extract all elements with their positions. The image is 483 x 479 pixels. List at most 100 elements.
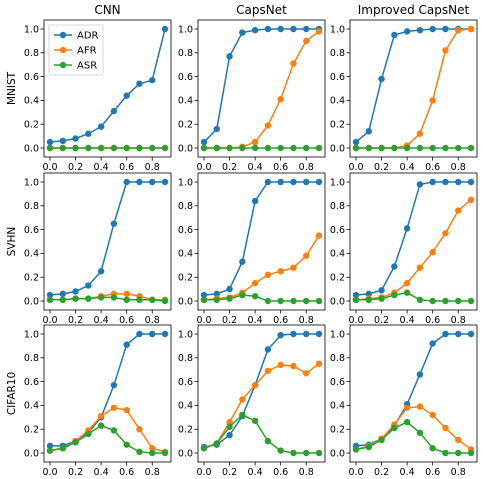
data-point-adr-capsnet-mnist [213, 125, 220, 133]
data-point-adr-capsnet-mnist [277, 25, 284, 33]
x-tick-label-improved-capsnet-svhn: 0.6 [425, 315, 440, 326]
data-point-afr-improved-capsnet-cifar10 [403, 404, 411, 411]
data-point-adr-improved-capsnet-cifar10 [442, 330, 449, 338]
data-point-adr-cnn-cifar10 [123, 341, 130, 348]
y-tick-label-improved-capsnet-svhn: 0.0 [330, 296, 345, 307]
y-tick-label-capsnet-svhn: 0.0 [178, 296, 193, 307]
data-point-afr-capsnet-mnist [303, 37, 310, 45]
legend-label-adr: ADR [77, 31, 99, 42]
y-tick-label-cnn-cifar10: 0.8 [24, 353, 39, 364]
y-tick-label-improved-capsnet-cifar10: 0.0 [330, 448, 345, 459]
data-point-asr-capsnet-cifar10 [239, 411, 246, 419]
data-point-afr-capsnet-svhn [251, 279, 259, 287]
data-point-adr-improved-capsnet-svhn [365, 290, 372, 298]
data-point-asr-cnn-cifar10 [161, 449, 169, 457]
data-point-asr-improved-capsnet-mnist [365, 144, 372, 152]
data-point-adr-improved-capsnet-mnist [352, 138, 360, 146]
x-tick-label-improved-capsnet-svhn: 0.8 [451, 315, 466, 326]
x-tick-label-improved-capsnet-mnist: 0.4 [400, 162, 415, 173]
data-point-afr-cnn-cifar10 [123, 406, 130, 414]
data-point-afr-capsnet-cifar10 [290, 362, 297, 370]
data-point-asr-cnn-svhn [72, 295, 79, 302]
data-point-adr-capsnet-svhn [213, 290, 220, 298]
y-tick-label-capsnet-svhn: 1.0 [178, 177, 193, 188]
data-point-afr-capsnet-svhn [277, 268, 284, 275]
row-label-cifar10: CIFAR10 [6, 372, 18, 415]
data-point-adr-cnn-mnist [97, 123, 105, 130]
x-tick-label-capsnet-svhn: 0.8 [299, 315, 314, 326]
data-point-adr-improved-capsnet-svhn [378, 287, 385, 294]
y-tick-label-improved-capsnet-mnist: 0.6 [330, 72, 345, 83]
data-point-asr-improved-capsnet-svhn [378, 295, 385, 302]
y-tick-label-capsnet-svhn: 0.4 [178, 249, 193, 260]
y-tick-label-improved-capsnet-svhn: 0.6 [330, 225, 345, 236]
x-tick-label-improved-capsnet-svhn: 0.0 [348, 315, 363, 326]
y-tick-label-cnn-cifar10: 1.0 [24, 329, 39, 340]
data-point-afr-improved-capsnet-svhn [416, 264, 424, 271]
x-tick-label-capsnet-cifar10: 0.2 [222, 467, 237, 478]
data-point-adr-cnn-svhn [123, 178, 130, 186]
series-line-adr-improved-capsnet-mnist [355, 28, 471, 143]
data-point-asr-capsnet-mnist [303, 144, 310, 152]
data-point-adr-capsnet-svhn [226, 285, 233, 293]
x-tick-label-capsnet-svhn: 0.6 [273, 315, 288, 326]
series-line-adr-improved-capsnet-svhn [355, 181, 471, 296]
series-line-asr-cnn-cifar10 [49, 424, 165, 454]
data-point-afr-improved-capsnet-mnist [442, 47, 449, 54]
series-line-asr-cnn-svhn [50, 296, 166, 302]
x-tick-label-capsnet-mnist: 0.6 [273, 162, 288, 173]
data-point-adr-capsnet-mnist [239, 29, 246, 36]
data-point-adr-capsnet-mnist [200, 138, 208, 146]
data-point-adr-cnn-mnist [110, 107, 118, 115]
series-line-adr-cnn-svhn [49, 181, 165, 296]
x-tick-label-cnn-cifar10: 0.4 [94, 467, 109, 478]
data-point-afr-cnn-cifar10 [136, 426, 143, 433]
data-point-afr-capsnet-mnist [277, 96, 284, 103]
data-point-adr-capsnet-svhn [315, 178, 323, 186]
x-tick-label-capsnet-svhn: 0.4 [248, 315, 263, 326]
y-tick-label-cnn-svhn: 0.8 [24, 201, 39, 212]
data-point-adr-improved-capsnet-mnist [429, 25, 436, 33]
y-tick-label-capsnet-svhn: 0.6 [178, 225, 193, 236]
panel-frame-capsnet-cifar10 [197, 324, 326, 463]
x-tick-label-capsnet-mnist: 0.0 [196, 162, 211, 173]
data-point-afr-capsnet-cifar10 [264, 367, 272, 375]
data-point-asr-cnn-svhn [149, 296, 156, 304]
y-tick-label-improved-capsnet-svhn: 0.2 [330, 273, 345, 284]
data-point-afr-capsnet-cifar10 [226, 418, 233, 426]
data-point-asr-capsnet-cifar10 [315, 449, 323, 457]
data-point-asr-cnn-svhn [59, 296, 66, 304]
data-point-asr-cnn-mnist [59, 144, 66, 152]
data-point-adr-capsnet-mnist [303, 25, 310, 33]
data-point-asr-cnn-mnist [123, 144, 130, 152]
data-point-adr-capsnet-mnist [226, 53, 233, 60]
y-tick-label-capsnet-cifar10: 1.0 [178, 329, 193, 340]
data-point-asr-cnn-svhn [161, 297, 169, 305]
data-point-afr-improved-capsnet-svhn [442, 229, 449, 237]
data-point-asr-improved-capsnet-cifar10 [378, 436, 385, 444]
series-line-afr-improved-capsnet-svhn [355, 199, 472, 301]
data-point-adr-cnn-mnist [85, 130, 92, 137]
data-point-asr-capsnet-cifar10 [264, 437, 272, 445]
series-line-afr-capsnet-svhn [203, 235, 320, 301]
data-point-adr-improved-capsnet-mnist [378, 75, 385, 83]
x-tick-label-cnn-svhn: 0.4 [94, 315, 109, 326]
x-tick-label-cnn-svhn: 0.8 [145, 315, 160, 326]
data-point-asr-cnn-svhn [85, 295, 92, 302]
data-point-asr-capsnet-svhn [315, 297, 323, 305]
data-point-adr-capsnet-cifar10 [226, 431, 233, 439]
data-point-adr-cnn-mnist [123, 92, 130, 99]
y-tick-label-capsnet-svhn: 0.2 [178, 273, 193, 284]
data-point-asr-cnn-cifar10 [136, 448, 143, 456]
data-point-afr-capsnet-svhn [303, 252, 310, 259]
column-title-cnn: CNN [94, 3, 120, 17]
data-point-adr-cnn-cifar10 [136, 330, 143, 338]
data-point-asr-capsnet-svhn [277, 297, 284, 305]
y-tick-label-cnn-svhn: 0.0 [24, 296, 39, 307]
data-point-adr-improved-capsnet-mnist [416, 26, 424, 34]
x-tick-label-improved-capsnet-cifar10: 0.4 [400, 467, 415, 478]
x-tick-label-cnn-mnist: 0.2 [68, 162, 83, 173]
x-tick-label-cnn-cifar10: 0.8 [145, 467, 160, 478]
data-point-afr-improved-capsnet-svhn [403, 279, 411, 287]
data-point-adr-capsnet-mnist [290, 25, 297, 33]
